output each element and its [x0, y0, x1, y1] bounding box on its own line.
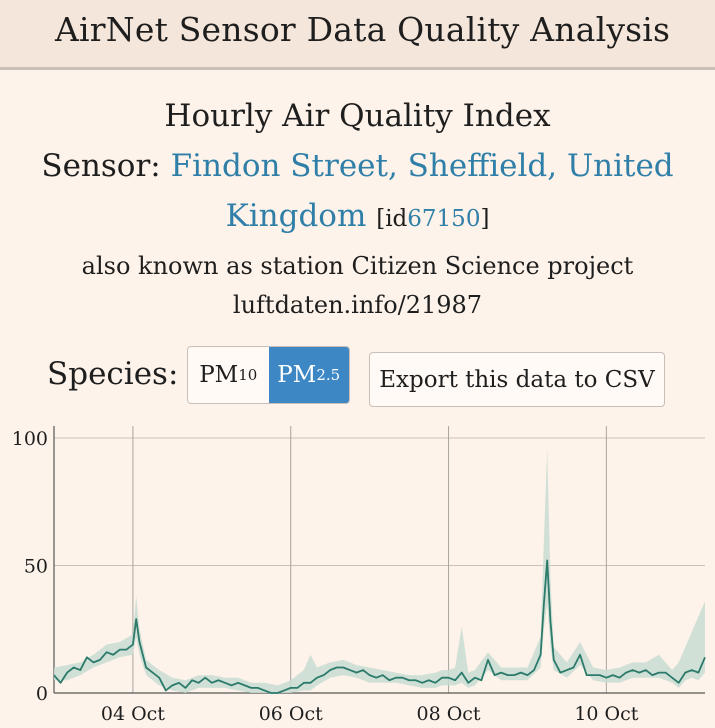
sensor-line-2: Kingdom [id67150] — [0, 198, 715, 234]
pm25-sub: 2.5 — [316, 366, 341, 384]
species-pm25-button[interactable]: PM 2.5 — [268, 347, 349, 403]
station-alias: also known as station Citizen Science pr… — [81, 252, 634, 280]
aqi-chart: 0 50 100 04 Oct 06 Oct 08 Oct 10 Oct — [12, 426, 706, 725]
chart-heading: Hourly Air Quality Index — [164, 98, 551, 134]
sensor-id-close: ] — [480, 206, 490, 232]
pm10-base: PM — [199, 362, 239, 388]
app-title: AirNet Sensor Data Quality Analysis — [55, 10, 671, 49]
pm10-sub: 10 — [238, 366, 258, 384]
sensor-name-link-cont[interactable]: Kingdom — [225, 198, 367, 234]
x-tick-label: 08 Oct — [417, 703, 481, 725]
sensor-name-link[interactable]: Findon Street, Sheffield, United — [170, 148, 674, 184]
confidence-band — [54, 448, 705, 693]
y-tick-label: 0 — [36, 683, 48, 705]
sensor-line: Sensor: Findon Street, Sheffield, United — [0, 148, 715, 184]
y-tick-label: 50 — [24, 556, 48, 578]
x-tick-label: 06 Oct — [259, 703, 323, 725]
species-pm10-button[interactable]: PM 10 — [188, 347, 269, 403]
aqi-series-line — [53, 559, 706, 694]
export-csv-button[interactable]: Export this data to CSV — [369, 352, 665, 407]
station-alias-id: luftdaten.info/21987 — [232, 291, 483, 319]
y-tick-label: 100 — [12, 428, 48, 450]
species-label: Species: — [47, 356, 179, 392]
sensor-id-link[interactable]: 67150 — [407, 206, 481, 232]
app-header: AirNet Sensor Data Quality Analysis — [0, 0, 715, 70]
x-tick-label: 04 Oct — [101, 703, 165, 725]
x-tick-label: 10 Oct — [574, 703, 638, 725]
sensor-id-open: [id — [376, 206, 408, 232]
species-toggle: PM 10 PM 2.5 — [187, 346, 350, 404]
pm25-base: PM — [277, 362, 317, 388]
sensor-prefix: Sensor: — [41, 148, 161, 184]
